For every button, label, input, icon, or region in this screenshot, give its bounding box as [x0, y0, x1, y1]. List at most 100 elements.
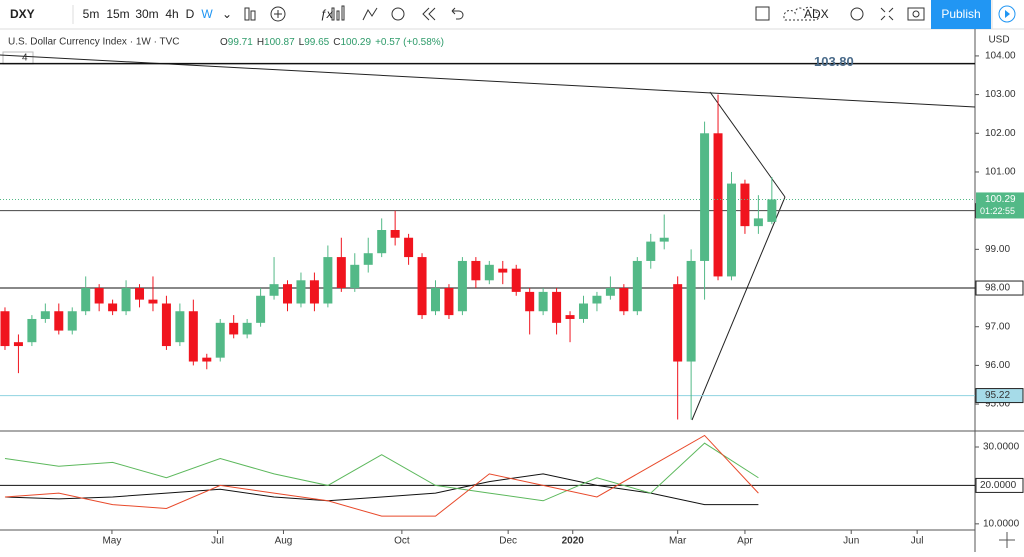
- candle-body: [619, 288, 629, 312]
- y-tick-label: 97.00: [985, 321, 1010, 332]
- indicator-line: [4, 442, 759, 502]
- symbol[interactable]: DXY: [10, 7, 35, 21]
- candle-body: [40, 311, 50, 319]
- x-tick-label: Jul: [211, 536, 224, 547]
- candle-body: [256, 295, 266, 323]
- legend-key: O: [220, 37, 228, 48]
- publish-button[interactable]: [931, 0, 991, 29]
- candle-body: [108, 303, 118, 312]
- replay-icon[interactable]: [422, 7, 430, 21]
- candle-body: [81, 288, 91, 312]
- compare-icon[interactable]: [362, 7, 378, 21]
- candle-body: [700, 133, 710, 261]
- candle-body: [175, 311, 185, 343]
- settings-gear[interactable]: [999, 532, 1015, 548]
- alert-icon[interactable]: [391, 7, 405, 21]
- y-tick-label: 99.00: [985, 244, 1010, 255]
- candle-body: [67, 311, 77, 331]
- x-tick-label: Mar: [669, 536, 687, 547]
- candle-body: [269, 284, 279, 296]
- dropdown-icon[interactable]: ⌄: [222, 7, 232, 21]
- x-tick-label: 2020: [562, 536, 585, 547]
- interval-button[interactable]: D: [186, 7, 195, 21]
- candle-body: [538, 291, 548, 312]
- last-price-label: 100.29: [985, 194, 1016, 205]
- legend-key: C: [333, 37, 340, 48]
- y-tick-label: 103.00: [985, 89, 1016, 100]
- collapse-box[interactable]: [2, 51, 34, 65]
- indicator-level-box: [975, 477, 1024, 493]
- rect-icon[interactable]: [755, 6, 770, 21]
- x-tick-label: Oct: [394, 536, 410, 547]
- legend-value: 99.65: [304, 37, 329, 48]
- bars-icon[interactable]: [331, 7, 335, 21]
- indicator-icon[interactable]: ƒx: [320, 7, 334, 21]
- interval-button[interactable]: W: [201, 7, 213, 21]
- snapshot-icon[interactable]: [907, 7, 925, 21]
- candle-body: [484, 264, 494, 281]
- price-label-box: [975, 280, 1024, 296]
- price-label: 95.22: [985, 390, 1010, 401]
- candle-body: [161, 303, 171, 347]
- fullscreen-icon[interactable]: [880, 7, 894, 21]
- candle-body: [390, 230, 400, 238]
- collapsed-count[interactable]: 4: [22, 53, 28, 64]
- legend-key: H: [257, 37, 264, 48]
- candle-body: [27, 318, 37, 343]
- y-tick-label: 104.00: [985, 51, 1016, 62]
- candle-body: [646, 241, 656, 261]
- horizontal-line-label: 103.80: [814, 54, 854, 69]
- y-tick-label: 95.00: [985, 399, 1010, 410]
- y-tick-label: 101.00: [985, 167, 1016, 178]
- candle-body: [417, 257, 427, 316]
- y-tick-label: 102.00: [985, 128, 1016, 139]
- countdown: 01:22:55: [980, 206, 1015, 216]
- indicator-line: [4, 434, 759, 517]
- interval-button[interactable]: 4h: [165, 7, 178, 21]
- toolbar-icons: [244, 5, 925, 22]
- candle-body: [148, 299, 158, 304]
- candle-body: [0, 311, 10, 347]
- candle-body: [444, 288, 454, 316]
- undo-icon[interactable]: [451, 7, 464, 20]
- candle-body: [498, 268, 508, 273]
- y-tick-label: 96.00: [985, 360, 1010, 371]
- cloud-icon: [783, 6, 820, 21]
- legend-value: 100.87: [264, 37, 295, 48]
- candle-body: [336, 257, 346, 289]
- candle-body: [431, 288, 441, 312]
- candles-icon[interactable]: [244, 7, 250, 21]
- candle-body: [767, 199, 777, 222]
- legend-change: +0.57 (+0.58%): [375, 37, 444, 48]
- x-tick-label: May: [102, 536, 121, 547]
- candle-body: [659, 237, 669, 242]
- candle-body: [350, 264, 360, 289]
- indicator-button[interactable]: ADX: [804, 7, 829, 21]
- candle-body: [363, 253, 373, 265]
- interval-button[interactable]: 15m: [106, 7, 129, 21]
- candle-body: [121, 288, 131, 312]
- candle-body: [457, 260, 467, 312]
- indicator-line: [4, 473, 759, 506]
- candle-body: [632, 260, 642, 312]
- candle-body: [592, 295, 602, 304]
- add-icon[interactable]: [270, 6, 286, 22]
- publish-label[interactable]: Publish: [941, 7, 980, 21]
- candle-body: [242, 322, 252, 335]
- toolbar: [0, 0, 1024, 29]
- ohlc-legend: O99.71 H100.87 L99.65 C100.29 +0.57 (+0.58%): [220, 37, 444, 48]
- play-button[interactable]: [998, 5, 1016, 23]
- indicator-tick-label: 10.0000: [983, 518, 1020, 529]
- interval-button[interactable]: 30m: [135, 7, 158, 21]
- candles-icon-2: [250, 10, 256, 21]
- price-label-box: [975, 388, 1024, 404]
- x-tick-label: Apr: [737, 536, 753, 547]
- settings-icon[interactable]: [850, 7, 864, 21]
- candle-body: [605, 288, 615, 296]
- interval-button[interactable]: 5m: [83, 7, 100, 21]
- triangle-lower: [691, 196, 786, 421]
- legend-value: 100.29: [340, 37, 371, 48]
- candle-body: [54, 311, 64, 331]
- legend-key: L: [299, 37, 305, 48]
